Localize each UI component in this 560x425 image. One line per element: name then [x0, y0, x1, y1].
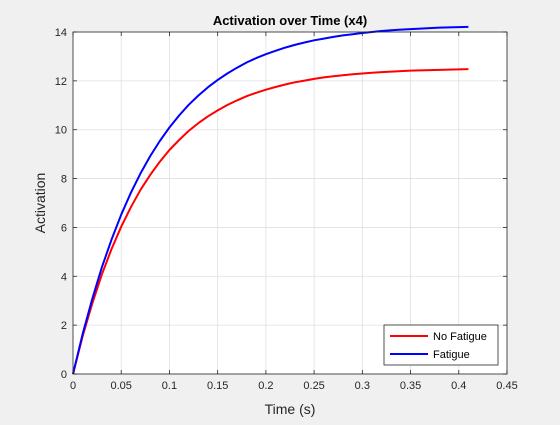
plot-area — [73, 32, 507, 374]
y-tick-label: 10 — [55, 125, 67, 137]
legend-label-fatigue: Fatigue — [433, 349, 470, 361]
x-tick-label: 0.3 — [355, 380, 370, 392]
y-tick-label: 12 — [55, 76, 67, 88]
x-tick-label: 0.4 — [451, 380, 466, 392]
series-line-no-fatigue — [72, 68, 469, 375]
y-axis-label: Activation — [32, 173, 48, 234]
axes-box — [72, 31, 508, 375]
series-lines — [72, 25, 469, 375]
tick-marks — [72, 31, 508, 375]
y-tick-label: 0 — [61, 369, 67, 381]
legend-box — [383, 324, 499, 366]
tick-labels: 0 0.05 0.1 0.15 0.2 0.25 0.3 0.35 0.4 0.45 0 2 4 6 8 10… — [55, 27, 518, 392]
legend[interactable]: No Fatigue Fatigue — [383, 324, 499, 366]
y-tick-label: 4 — [61, 271, 67, 283]
x-tick-label: 0 — [70, 380, 76, 392]
series-line-fatigue — [72, 25, 469, 375]
y-tick-label: 2 — [61, 320, 67, 332]
x-tick-label: 0.25 — [303, 380, 324, 392]
x-tick-label: 0.45 — [496, 380, 517, 392]
x-tick-label: 0.2 — [258, 380, 273, 392]
legend-label-no-fatigue: No Fatigue — [433, 331, 487, 343]
x-tick-label: 0.35 — [400, 380, 421, 392]
y-tick-label: 14 — [55, 27, 67, 39]
x-axis-label: Time (s) — [265, 401, 316, 417]
y-tick-label: 8 — [61, 174, 67, 186]
x-tick-label: 0.1 — [162, 380, 177, 392]
x-tick-label: 0.15 — [207, 380, 228, 392]
x-tick-label: 0.05 — [111, 380, 132, 392]
chart-title: Activation over Time (x4) — [213, 13, 367, 28]
y-tick-label: 6 — [61, 222, 67, 234]
